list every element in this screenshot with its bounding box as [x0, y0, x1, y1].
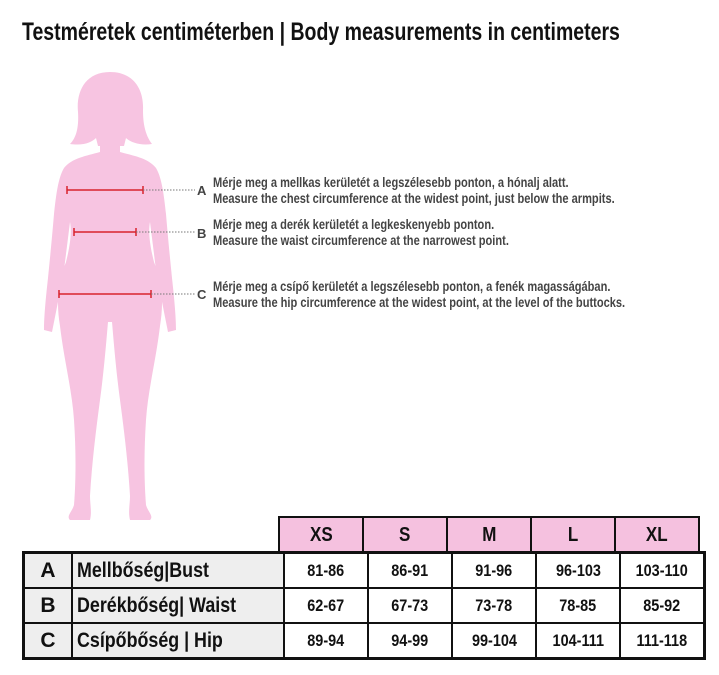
cell: 103-110 — [619, 551, 706, 589]
size-s: S — [362, 516, 448, 554]
cell: 96-103 — [535, 551, 621, 589]
instruction-a: Mérje meg a mellkas kerületét a legszéle… — [213, 175, 615, 207]
cell: 89-94 — [283, 622, 369, 660]
instruction-hu: Mérje meg a csípő kerületét a legszélese… — [213, 279, 611, 294]
size-l: L — [530, 516, 616, 554]
size-m: M — [446, 516, 532, 554]
size-xl: XL — [614, 516, 700, 554]
female-figure — [44, 72, 176, 520]
instruction-c: Mérje meg a csípő kerületét a legszélese… — [213, 279, 625, 311]
table-row: B Derékbőség| Waist 62-67 67-73 73-78 78… — [22, 587, 706, 624]
instruction-hu: Mérje meg a mellkas kerületét a legszéle… — [213, 175, 569, 190]
cell: 81-86 — [283, 551, 369, 589]
instruction-hu: Mérje meg a derék kerületét a legkeskeny… — [213, 217, 495, 232]
cell: 104-111 — [535, 622, 621, 660]
cell: 85-92 — [619, 587, 706, 624]
cell: 94-99 — [367, 622, 453, 660]
instruction-en: Measure the chest circumference at the w… — [213, 191, 615, 206]
size-xs: XS — [278, 516, 364, 554]
row-letter: A — [22, 551, 73, 589]
cell: 67-73 — [367, 587, 453, 624]
cell: 73-78 — [451, 587, 537, 624]
cell: 78-85 — [535, 587, 621, 624]
instruction-b: Mérje meg a derék kerületét a legkeskeny… — [213, 217, 509, 249]
row-label: Derékbőség| Waist — [71, 587, 285, 624]
cell: 86-91 — [367, 551, 453, 589]
cell: 111-118 — [619, 622, 706, 660]
cell: 91-96 — [451, 551, 537, 589]
cell: 99-104 — [451, 622, 537, 660]
size-header: XS S M L XL — [278, 516, 700, 554]
row-letter: B — [22, 587, 73, 624]
instruction-en: Measure the waist circumference at the n… — [213, 233, 509, 248]
measure-lines — [58, 186, 152, 298]
label-c: C — [197, 287, 207, 302]
instruction-en: Measure the hip circumference at the wid… — [213, 295, 626, 310]
row-letter: C — [22, 622, 73, 660]
row-label: Mellbőség|Bust — [71, 551, 285, 589]
page-title: Testméretek centiméterben | Body measure… — [22, 18, 620, 46]
cell: 62-67 — [283, 587, 369, 624]
size-table: A Mellbőség|Bust 81-86 86-91 91-96 96-10… — [22, 551, 706, 660]
leader-lines — [136, 189, 195, 295]
label-b: B — [197, 226, 207, 241]
table-row: C Csípőbőség | Hip 89-94 94-99 99-104 10… — [22, 622, 706, 660]
table-row: A Mellbőség|Bust 81-86 86-91 91-96 96-10… — [22, 551, 706, 589]
label-a: A — [197, 183, 207, 198]
row-label: Csípőbőség | Hip — [71, 622, 285, 660]
